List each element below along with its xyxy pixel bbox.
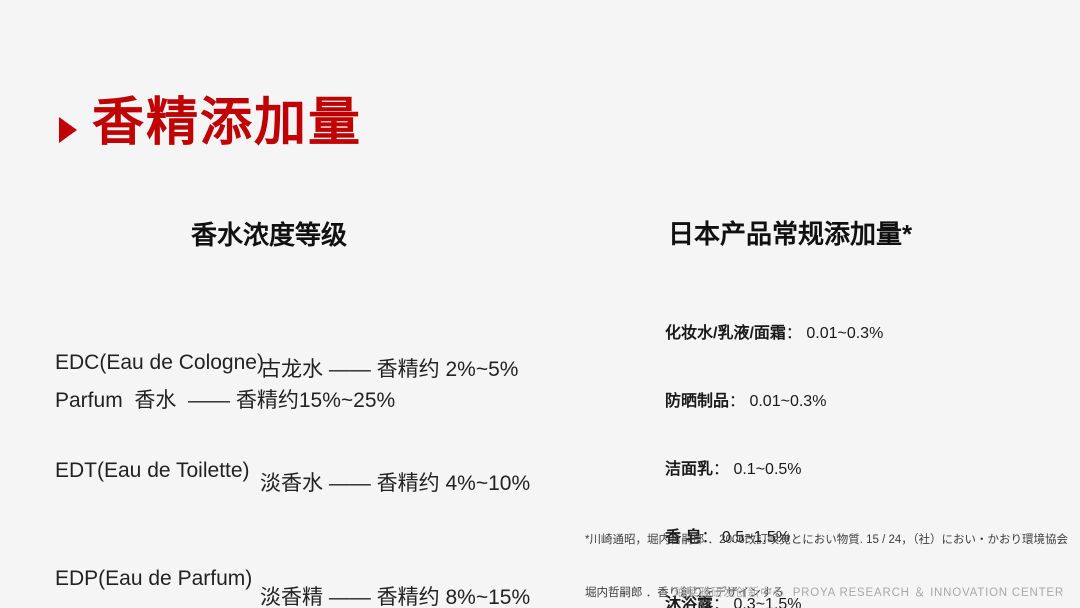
product-label: 洁面乳	[665, 460, 714, 478]
list-item: 防晒制品： 0.01~0.3%	[665, 391, 943, 414]
footnote-line-2: 堀内哲嗣郎 ．香り創りをデザインする	[585, 586, 784, 599]
grade-row-parfum: Parfum 香水 —— 香精约15%~25%	[55, 389, 396, 412]
product-label: 香 皂	[665, 528, 702, 546]
footer-branding: 珀莱雅研发创新中心 PROYA RESEARCH ＆ INNOVATION CE…	[674, 587, 1064, 599]
perfume-grade-descriptions: 古龙水 —— 香精约 2%~5% 淡香水 —— 香精约 4%~10% 淡香精 —…	[260, 275, 530, 608]
footnote-line-1: *川崎通昭，堀内哲嗣郎 ．2006改訂嗅覚とにおい物質. 15 / 24，（社）…	[585, 534, 1069, 546]
perfume-grade-codes: EDC(Eau de Cologne) EDT(Eau de Toilette)…	[55, 273, 264, 608]
product-value: ： 0.5~1.5%	[701, 528, 790, 546]
product-value: ： 0.3~1.5%	[713, 596, 802, 608]
grade-code-edc: EDC(Eau de Cologne)	[55, 351, 264, 374]
product-label: 化妆水/乳液/面霜	[665, 325, 786, 343]
title-bullet-icon	[59, 117, 77, 143]
product-value: ： 0.1~0.5%	[713, 460, 802, 478]
list-item: 香 皂： 0.5~1.5%	[665, 527, 943, 550]
list-item: 化妆水/乳液/面霜： 0.01~0.3%	[665, 323, 943, 346]
right-section-heading: 日本产品常规添加量*	[668, 219, 913, 249]
product-value: ： 0.01~0.3%	[729, 392, 827, 410]
list-item: 洁面乳： 0.1~0.5%	[665, 459, 943, 482]
list-item: 沐浴露： 0.3~1.5%	[665, 594, 943, 608]
product-value: ： 0.01~0.3%	[785, 325, 884, 343]
product-label: 沐浴露	[665, 596, 714, 608]
citation-footnote: *川崎通昭，堀内哲嗣郎 ．2006改訂嗅覚とにおい物質. 15 / 24，（社）…	[585, 497, 1070, 608]
left-section-heading: 香水浓度等级	[191, 220, 348, 250]
japan-product-dosage-list: 化妆水/乳液/面霜： 0.01~0.3% 防晒制品： 0.01~0.3% 洁面乳…	[665, 278, 943, 608]
grade-desc-edt: 淡香水 —— 香精约 4%~10%	[260, 472, 531, 495]
grade-desc-edp: 淡香精 —— 香精约 8%~15%	[260, 586, 531, 608]
page-title: 香精添加量	[92, 94, 363, 152]
product-label: 防晒制品	[665, 392, 730, 410]
grade-desc-edc: 古龙水 —— 香精约 2%~5%	[260, 358, 519, 381]
grade-code-edp: EDP(Eau de Parfum)	[55, 567, 253, 590]
grade-code-edt: EDT(Eau de Toilette)	[55, 459, 250, 482]
